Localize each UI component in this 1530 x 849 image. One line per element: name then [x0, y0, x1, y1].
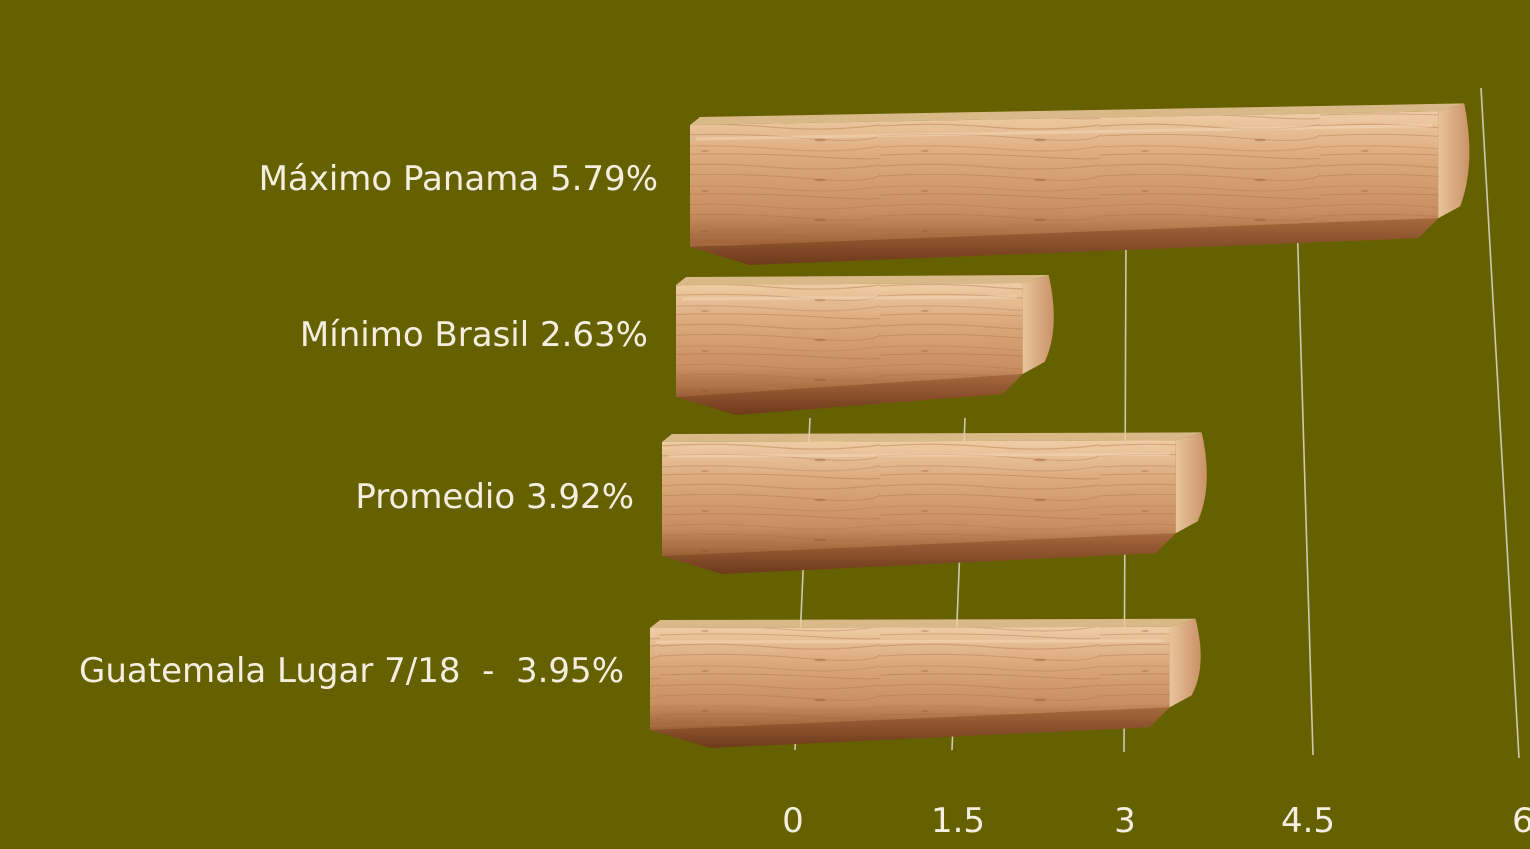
category-label-1: Máximo Panama 5.79% — [259, 159, 658, 199]
x-tick-label-0: 0 — [782, 801, 804, 841]
category-label-4: Guatemala Lugar 7/18 - 3.95% — [79, 651, 624, 691]
x-tick-label-3: 3 — [1114, 801, 1136, 841]
gridline-4.5 — [1296, 217, 1314, 756]
bar-2 — [676, 275, 1054, 415]
bar-3 — [662, 432, 1207, 574]
category-labels: Máximo Panama 5.79% Mínimo Brasil 2.63% Pr… — [79, 159, 658, 691]
category-label-2: Mínimo Brasil 2.63% — [300, 315, 648, 355]
gridline-6 — [1480, 87, 1520, 759]
x-tick-label-4.5: 4.5 — [1281, 801, 1335, 841]
x-axis-ticks: 0 1.5 3 4.5 6 — [782, 801, 1530, 841]
x-tick-label-6: 6 — [1512, 801, 1530, 841]
bar-4 — [650, 618, 1201, 748]
category-label-3: Promedio 3.92% — [355, 477, 634, 517]
bars — [650, 103, 1470, 748]
x-tick-label-1.5: 1.5 — [931, 801, 985, 841]
bar-1 — [690, 103, 1470, 265]
